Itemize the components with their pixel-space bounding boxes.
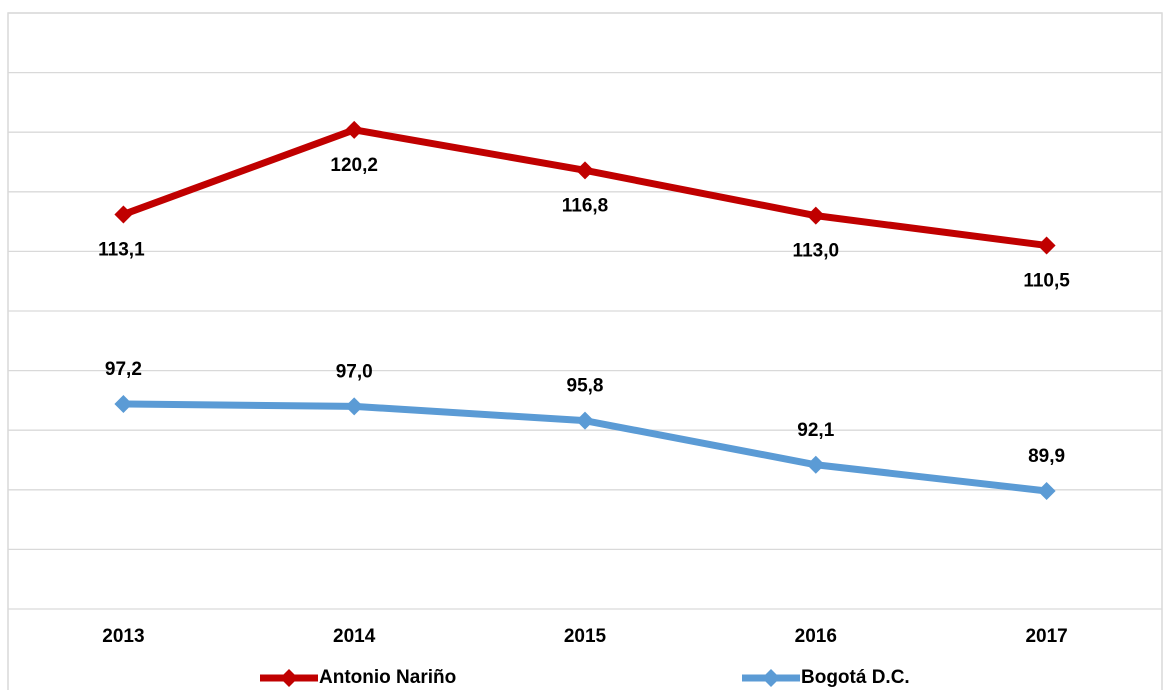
marker (576, 411, 594, 430)
marker (1037, 236, 1056, 255)
data-label: 120,2 (330, 155, 378, 176)
data-label: 97,2 (105, 359, 142, 380)
x-tick-label: 2014 (333, 626, 376, 647)
data-label: 89,9 (1028, 446, 1065, 467)
legend-marker (280, 669, 298, 687)
chart-border (7, 12, 1163, 690)
data-label: 110,5 (1023, 270, 1070, 291)
x-tick-label: 2017 (1025, 626, 1067, 647)
marker (345, 120, 364, 139)
x-tick-label: 2013 (102, 626, 144, 647)
data-label: 113,0 (793, 241, 840, 262)
data-label: 92,1 (797, 420, 834, 441)
legend-label: Antonio Nariño (319, 667, 456, 688)
data-label: 113,1 (98, 239, 145, 260)
legend-label: Bogotá D.C. (801, 667, 910, 688)
data-label: 95,8 (567, 376, 604, 397)
legend-marker (762, 669, 780, 687)
marker (806, 455, 825, 474)
series-line (122, 126, 1048, 249)
data-label: 116,8 (562, 195, 609, 216)
x-tick-label: 2015 (564, 626, 607, 647)
marker (806, 206, 825, 225)
data-label: 97,0 (336, 361, 373, 382)
x-tick-label: 2016 (795, 626, 837, 647)
marker (114, 205, 133, 224)
marker (345, 397, 364, 416)
marker (114, 394, 133, 413)
marker (1037, 481, 1056, 500)
marker (576, 161, 594, 180)
